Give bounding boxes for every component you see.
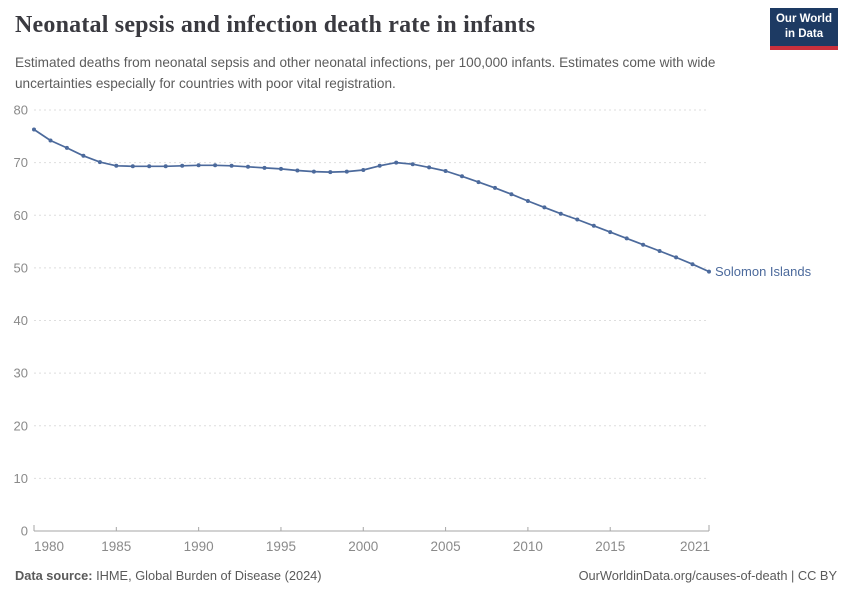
data-point[interactable]	[295, 168, 300, 173]
owid-logo[interactable]: Our World in Data	[770, 8, 838, 50]
x-tick-label: 2005	[431, 539, 461, 554]
data-point[interactable]	[64, 145, 69, 150]
data-point[interactable]	[246, 164, 250, 169]
data-point[interactable]	[394, 160, 399, 165]
data-point[interactable]	[542, 205, 547, 210]
data-point[interactable]	[641, 242, 646, 247]
data-points[interactable]	[32, 127, 711, 274]
data-point[interactable]	[213, 163, 218, 168]
chart-title: Neonatal sepsis and infection death rate…	[15, 12, 536, 38]
line-chart[interactable]: 0 10 20 30 40 50 60 70 80 1980 1985 1990 1995 2000 200…	[0, 0, 850, 560]
data-point[interactable]	[460, 174, 464, 179]
data-source-value: IHME, Global Burden of Disease (2024)	[92, 568, 322, 583]
x-tick-label: 1995	[266, 539, 296, 554]
data-point[interactable]	[575, 217, 580, 222]
x-tick-label: 1990	[184, 539, 214, 554]
data-point[interactable]	[163, 164, 168, 169]
data-source-label: Data source:	[15, 568, 93, 583]
y-tick-label: 70	[14, 155, 28, 170]
y-tick-label: 30	[14, 366, 28, 381]
data-point[interactable]	[493, 185, 497, 190]
x-tick-label: 2010	[513, 539, 543, 554]
y-tick-label: 60	[14, 208, 28, 223]
y-tick-label: 80	[14, 103, 28, 118]
series-end-label[interactable]: Solomon Islands	[715, 264, 812, 279]
data-line[interactable]	[33, 128, 710, 273]
data-point[interactable]	[81, 153, 86, 158]
y-tick-label: 50	[14, 260, 28, 275]
data-point[interactable]	[476, 180, 481, 185]
owid-logo-line2: in Data	[784, 28, 824, 40]
chart-subtitle: Estimated deaths from neonatal sepsis an…	[15, 55, 716, 92]
x-tick-label: 2015	[595, 539, 625, 554]
data-point[interactable]	[377, 163, 382, 168]
x-axis	[33, 525, 710, 532]
y-tick-labels: 0 10 20 30 40 50 60 70 80	[14, 103, 28, 539]
x-tick-label: 1985	[101, 539, 131, 554]
data-point[interactable]	[229, 163, 234, 168]
data-point[interactable]	[558, 211, 563, 216]
x-tick-labels: 1980 1985 1990 1995 2000 2005 2010 2015 2021	[34, 539, 710, 554]
data-point[interactable]	[624, 236, 629, 241]
data-point[interactable]	[114, 163, 119, 168]
x-tick-label: 2000	[348, 539, 378, 554]
data-point[interactable]	[147, 164, 152, 169]
data-point[interactable]	[443, 169, 448, 173]
data-point[interactable]	[361, 168, 366, 172]
y-tick-label: 0	[21, 524, 28, 539]
data-point[interactable]	[279, 166, 283, 171]
data-point[interactable]	[48, 138, 53, 143]
data-point[interactable]	[311, 169, 316, 174]
data-point[interactable]	[97, 160, 102, 165]
data-point[interactable]	[328, 170, 333, 175]
data-point[interactable]	[130, 164, 135, 169]
data-point[interactable]	[591, 223, 596, 228]
data-point[interactable]	[690, 262, 695, 267]
data-point[interactable]	[674, 255, 679, 260]
data-point[interactable]	[427, 165, 432, 170]
data-point[interactable]	[180, 163, 185, 168]
x-tick-label: 1980	[34, 539, 64, 554]
chart-footer: Data source: IHME, Global Burden of Dise…	[15, 568, 837, 583]
data-source[interactable]: Data source: IHME, Global Burden of Dise…	[15, 568, 322, 583]
y-gridlines	[34, 109, 709, 479]
owid-link[interactable]: OurWorldinData.org/causes-of-death | CC …	[578, 568, 837, 583]
data-point[interactable]	[344, 169, 349, 174]
y-tick-label: 10	[14, 471, 28, 486]
data-point[interactable]	[196, 163, 201, 168]
data-point[interactable]	[509, 192, 514, 197]
x-tick-label: 2021	[680, 539, 710, 554]
data-point[interactable]	[410, 162, 415, 167]
data-point[interactable]	[525, 199, 530, 203]
owid-logo-text: Our World in Data	[776, 12, 832, 42]
owid-logo-line1: Our World	[775, 13, 832, 26]
data-point[interactable]	[32, 127, 36, 132]
data-point[interactable]	[657, 249, 662, 253]
data-point[interactable]	[608, 230, 613, 235]
y-tick-label: 40	[14, 313, 28, 328]
data-point[interactable]	[262, 165, 267, 170]
data-point[interactable]	[707, 269, 711, 274]
y-tick-label: 20	[14, 418, 28, 433]
